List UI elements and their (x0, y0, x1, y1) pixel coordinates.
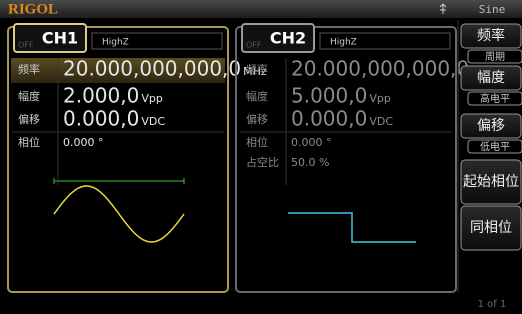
screen: RIGOL Sine OFF CH1 HighZ 频率 20.000,000,000,0… (0, 0, 522, 314)
menu-label[interactable]: 同相位 (470, 220, 512, 236)
param-unit: Vpp (141, 92, 163, 105)
waveform-name: Sine (479, 3, 506, 16)
param-label: 相位 (18, 135, 40, 149)
brand: RIGOL (8, 1, 58, 17)
param-value: 20.000,000,000,0 (291, 57, 469, 81)
param-value: 0.000,0 (291, 107, 367, 131)
menu-label[interactable]: 偏移 (477, 118, 505, 134)
channel-name: CH2 (270, 29, 306, 48)
menu-sub: 低电平 (480, 140, 510, 153)
param-unit: VDC (369, 115, 393, 128)
channel-state: OFF (246, 41, 262, 50)
menu-label[interactable]: 幅度 (477, 70, 505, 86)
load: HighZ (102, 38, 129, 48)
param-value: 2.000,0 (63, 84, 139, 108)
param-value: 0.000 ° (291, 136, 332, 149)
param-label: 占空比 (246, 155, 279, 169)
menu-label[interactable]: 频率 (477, 27, 505, 44)
param-value: 0.000 ° (63, 136, 104, 149)
param-label: 幅度 (18, 89, 40, 103)
param-label: 偏移 (18, 112, 40, 126)
param-value: 0.000,0 (63, 107, 139, 131)
param-label: 幅度 (246, 89, 268, 103)
square-wave (288, 213, 416, 242)
top-bar (0, 0, 522, 18)
page-indicator: 1 of 1 (478, 299, 507, 310)
menu-sub: 周期 (485, 51, 505, 63)
load: HighZ (330, 38, 357, 48)
param-value: 20.000,000,000,0 (63, 57, 241, 81)
param-value: 50.0 % (291, 156, 329, 169)
param-unit: VDC (141, 115, 165, 128)
param-value: 5.000,0 (291, 84, 367, 108)
param-label: 相位 (246, 135, 268, 149)
param-label: 频率 (246, 62, 268, 76)
param-label: 频率 (18, 62, 40, 76)
param-unit: Vpp (369, 92, 391, 105)
menu-sub: 高电平 (480, 92, 510, 105)
channel-name: CH1 (42, 29, 78, 48)
menu-label[interactable]: 起始相位 (463, 174, 519, 190)
param-label: 偏移 (246, 112, 268, 126)
sine-wave (54, 186, 184, 242)
channel-state: OFF (18, 41, 34, 50)
